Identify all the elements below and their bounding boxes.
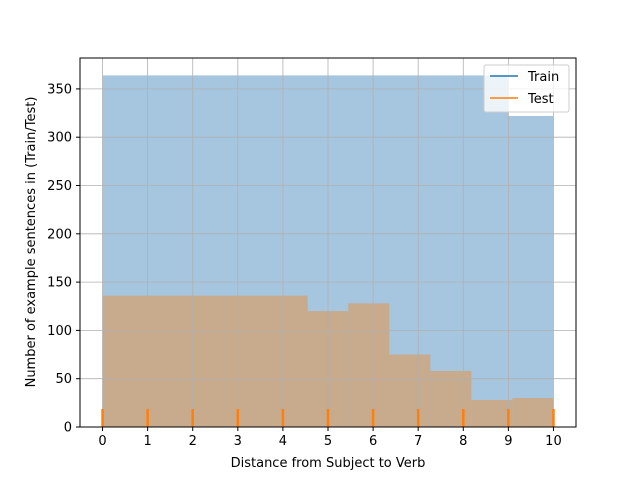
x-axis-label: Distance from Subject to Verb (231, 456, 426, 471)
y-tick-label-3: 150 (47, 276, 72, 291)
test-bar-0 (102, 295, 308, 427)
x-tick-label-1: 1 (143, 434, 151, 449)
x-tick-label-2: 2 (189, 434, 197, 449)
x-tick-label-8: 8 (459, 434, 467, 449)
y-tick-label-1: 50 (55, 372, 72, 387)
test-bar-5 (471, 399, 513, 427)
y-tick-label-2: 100 (47, 324, 72, 339)
x-tick-label-6: 6 (369, 434, 377, 449)
test-rug-marks (101, 409, 555, 427)
train-bar-1 (508, 115, 554, 427)
x-tick-label-10: 10 (545, 434, 562, 449)
y-tick-label-5: 250 (47, 179, 72, 194)
x-tick-label-7: 7 (414, 434, 422, 449)
x-axis-ticks: 0 1 2 3 4 5 6 7 8 9 10 (98, 427, 562, 449)
y-tick-label-7: 350 (47, 82, 72, 97)
y-axis-ticks: 0 50 100 150 200 250 300 350 (47, 82, 80, 436)
legend: Train Test (483, 64, 570, 113)
test-bar-2 (348, 303, 390, 427)
y-tick-label-6: 300 (47, 131, 72, 146)
legend-test-label: Test (527, 92, 554, 107)
y-axis-label: Number of example sentences in (Train/Te… (24, 97, 39, 388)
test-series (102, 295, 554, 427)
x-tick-label-4: 4 (279, 434, 287, 449)
y-tick-label-0: 0 (64, 421, 72, 436)
x-tick-label-3: 3 (234, 434, 242, 449)
test-bar-4 (430, 370, 472, 427)
test-bar-6 (512, 398, 554, 427)
legend-train-label: Train (527, 70, 559, 85)
x-tick-label-9: 9 (504, 434, 512, 449)
test-bar-3 (389, 354, 431, 427)
x-tick-label-0: 0 (98, 434, 106, 449)
x-tick-label-5: 5 (324, 434, 332, 449)
y-tick-label-4: 200 (47, 227, 72, 242)
